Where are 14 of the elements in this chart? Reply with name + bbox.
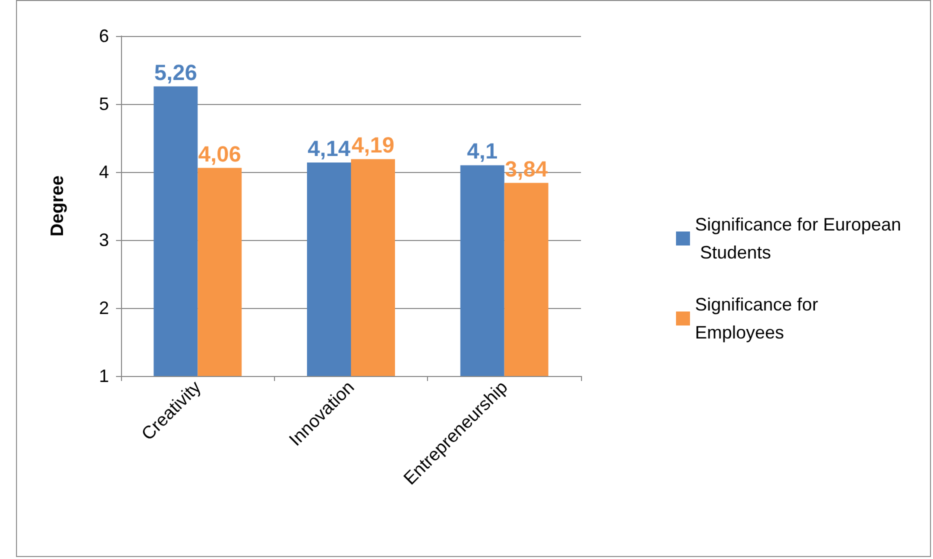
y-tick-label: 5 [98,94,109,114]
data-label: 4,06 [198,141,242,166]
y-tick-label: 6 [98,26,109,46]
legend-label: Significance for European Students [695,214,902,262]
data-label: 4,14 [308,136,352,161]
data-label: 4,19 [352,132,394,158]
y-tick-label: 4 [98,162,109,182]
y-tick-label: 2 [98,298,109,318]
y-axis-title: Degree [47,175,67,237]
y-tick-label: 3 [98,230,109,250]
legend-label: Significance for Employees [695,294,824,342]
data-label: 5,26 [154,60,198,85]
y-tick-label: 1 [98,366,109,386]
data-label: 4,1 [467,138,498,164]
